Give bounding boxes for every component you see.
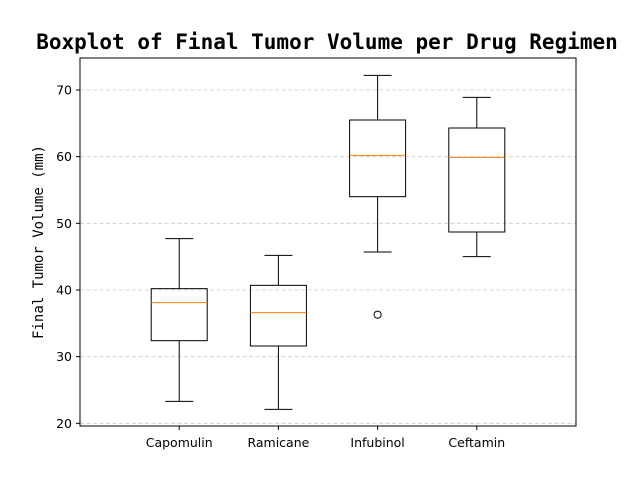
- y-axis: 20 30 40 50 60 70: [56, 83, 80, 431]
- box-infubinol: [349, 74, 407, 319]
- y-tick-label: 70: [56, 83, 72, 98]
- outlier-point: [373, 310, 382, 319]
- y-tick-label: 40: [56, 283, 72, 298]
- y-tick-label: 50: [56, 216, 72, 231]
- x-tick-label: Ceftamin: [448, 435, 505, 450]
- plot-frame: [79, 57, 577, 427]
- iqr-box: [150, 288, 208, 342]
- iqr-box: [249, 284, 307, 347]
- chart-title: Boxplot of Final Tumor Volume per Drug R…: [36, 30, 618, 54]
- iqr-box: [349, 119, 407, 198]
- y-tick-label: 20: [56, 416, 72, 431]
- y-axis-label: Final Tumor Volume (mm): [31, 145, 47, 339]
- x-axis: Capomulin Ramicane Infubinol Ceftamin: [146, 426, 505, 450]
- iqr-box: [448, 127, 506, 233]
- box-ramicane: [249, 254, 307, 410]
- x-tick-label: Ramicane: [247, 435, 309, 450]
- grid-lines: [80, 89, 576, 424]
- y-tick-label: 60: [56, 149, 72, 164]
- y-tick-label: 30: [56, 349, 72, 364]
- x-tick-label: Infubinol: [350, 435, 404, 450]
- boxes-layer: [150, 74, 506, 410]
- x-tick-label: Capomulin: [146, 435, 213, 450]
- box-ceftamin: [448, 96, 506, 258]
- box-capomulin: [150, 238, 208, 402]
